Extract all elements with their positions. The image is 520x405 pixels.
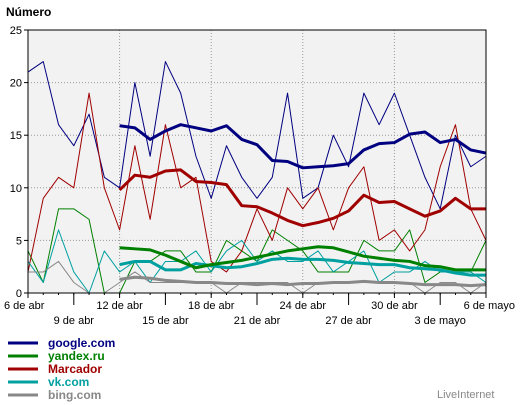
series-line-daily-marcador [27,92,487,273]
legend-label: yandex.ru [48,349,105,363]
y-tick-label: 25 [10,25,22,37]
plot-area [28,30,486,293]
series-line-average-marcador [118,168,486,228]
x-tick-label: 3 de mayo [415,315,466,327]
x-tick-label: 9 de abr [54,315,95,327]
legend-label: vk.com [48,375,89,389]
y-tick-label: 0 [16,288,22,300]
series-line-daily-vk-com [27,229,487,294]
credit-label: LiveInternet [437,389,494,401]
legend: google.comyandex.ruMarcadorvk.combing.co… [8,336,115,402]
y-ticks: 0 5 10 15 20 25 [10,25,28,300]
x-ticks: 6 de abr 12 de abr 18 de abr 24 de abr 30 de… [4,293,515,327]
y-tick-label: 15 [10,130,22,142]
legend-label: bing.com [48,388,101,402]
x-tick-label: 27 de abr [325,315,372,327]
x-tick-label: 15 de abr [142,315,189,327]
y-tick-label: 20 [10,78,22,90]
x-tick-label: 12 de abr [96,300,143,312]
x-tick-label: 6 de abr [4,300,45,312]
y-tick-label: 10 [10,183,22,195]
x-tick-label: 24 de abr [280,300,327,312]
legend-label: google.com [48,336,115,350]
series-line-average-bing-com [119,275,487,288]
series-line-average-yandex-ru [119,245,486,272]
y-tick-label: 5 [16,235,22,247]
series-line-average-vk-com [119,256,486,277]
x-tick-label: 21 de abr [234,315,281,327]
x-tick-label: 18 de abr [188,300,235,312]
series-line-average-google-com [119,123,487,170]
x-tick-label: 30 de abr [371,300,418,312]
legend-label: Marcador [48,362,102,376]
x-tick-label: 6 de mayo [464,300,515,312]
y-axis-label: Número [6,5,51,19]
